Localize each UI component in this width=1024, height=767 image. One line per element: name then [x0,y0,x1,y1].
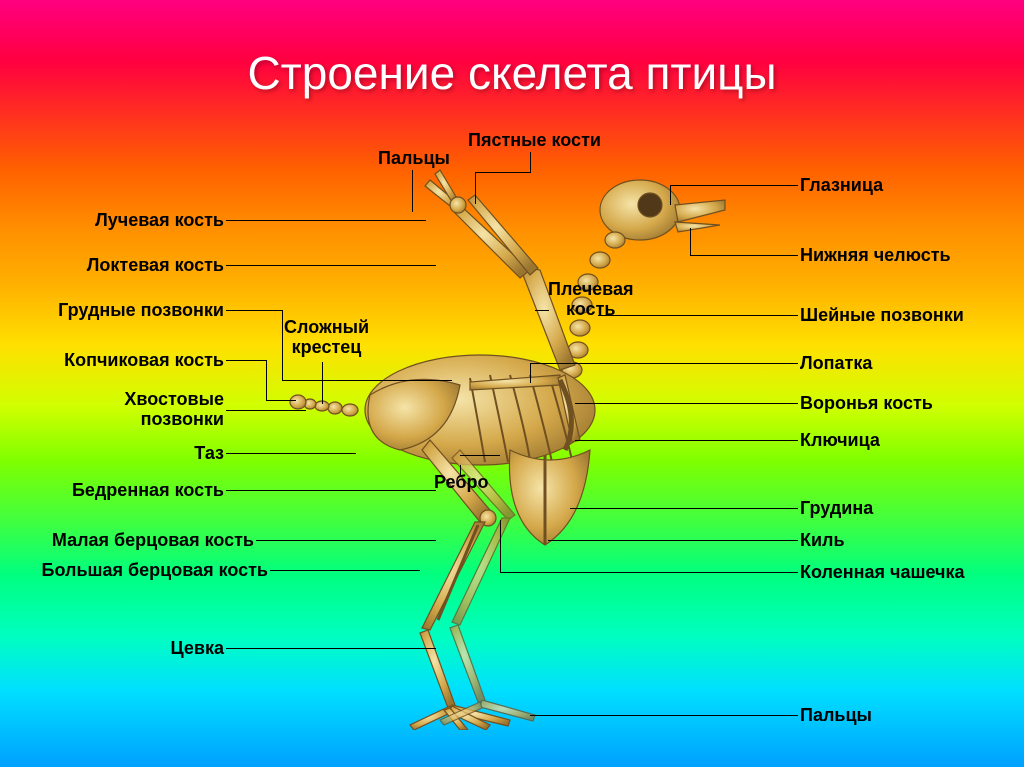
label-sternum: Грудина [800,498,873,519]
label-mandible: Нижняя челюсть [800,245,951,266]
label-fibula: Малая берцовая кость [52,530,254,551]
label-femur: Бедренная кость [72,480,224,501]
label-fingers: Пальцы [378,148,450,169]
label-metacarpal: Пястные кости [468,130,601,151]
label-scapula: Лопатка [800,353,872,374]
label-sacrum: Сложныйкрестец [284,318,369,358]
label-coracoid: Воронья кость [800,393,933,414]
label-radius: Лучевая кость [95,210,224,231]
label-humerus: Плечеваякость [548,280,634,320]
label-coccyx: Копчиковая кость [64,350,224,371]
label-patella: Коленная чашечка [800,562,965,583]
label-rib: Ребро [434,472,488,493]
label-thoracic: Грудные позвонки [58,300,224,321]
label-keel: Киль [800,530,845,551]
label-clavicle: Ключица [800,430,880,451]
label-pelvis: Таз [194,443,224,464]
label-tibia: Большая берцовая кость [42,560,268,581]
label-cervical: Шейные позвонки [800,305,964,326]
label-tarsus: Цевка [171,638,224,659]
label-eyesocket: Глазница [800,175,883,196]
slide-title: Строение скелета птицы [0,46,1024,100]
label-tail: Хвостовыепозвонки [124,390,224,430]
label-toes: Пальцы [800,705,872,726]
skeleton-diagram: Пальцы Пястные кости Сложныйкрестец Плеч… [0,120,1024,767]
label-ulna: Локтевая кость [87,255,224,276]
